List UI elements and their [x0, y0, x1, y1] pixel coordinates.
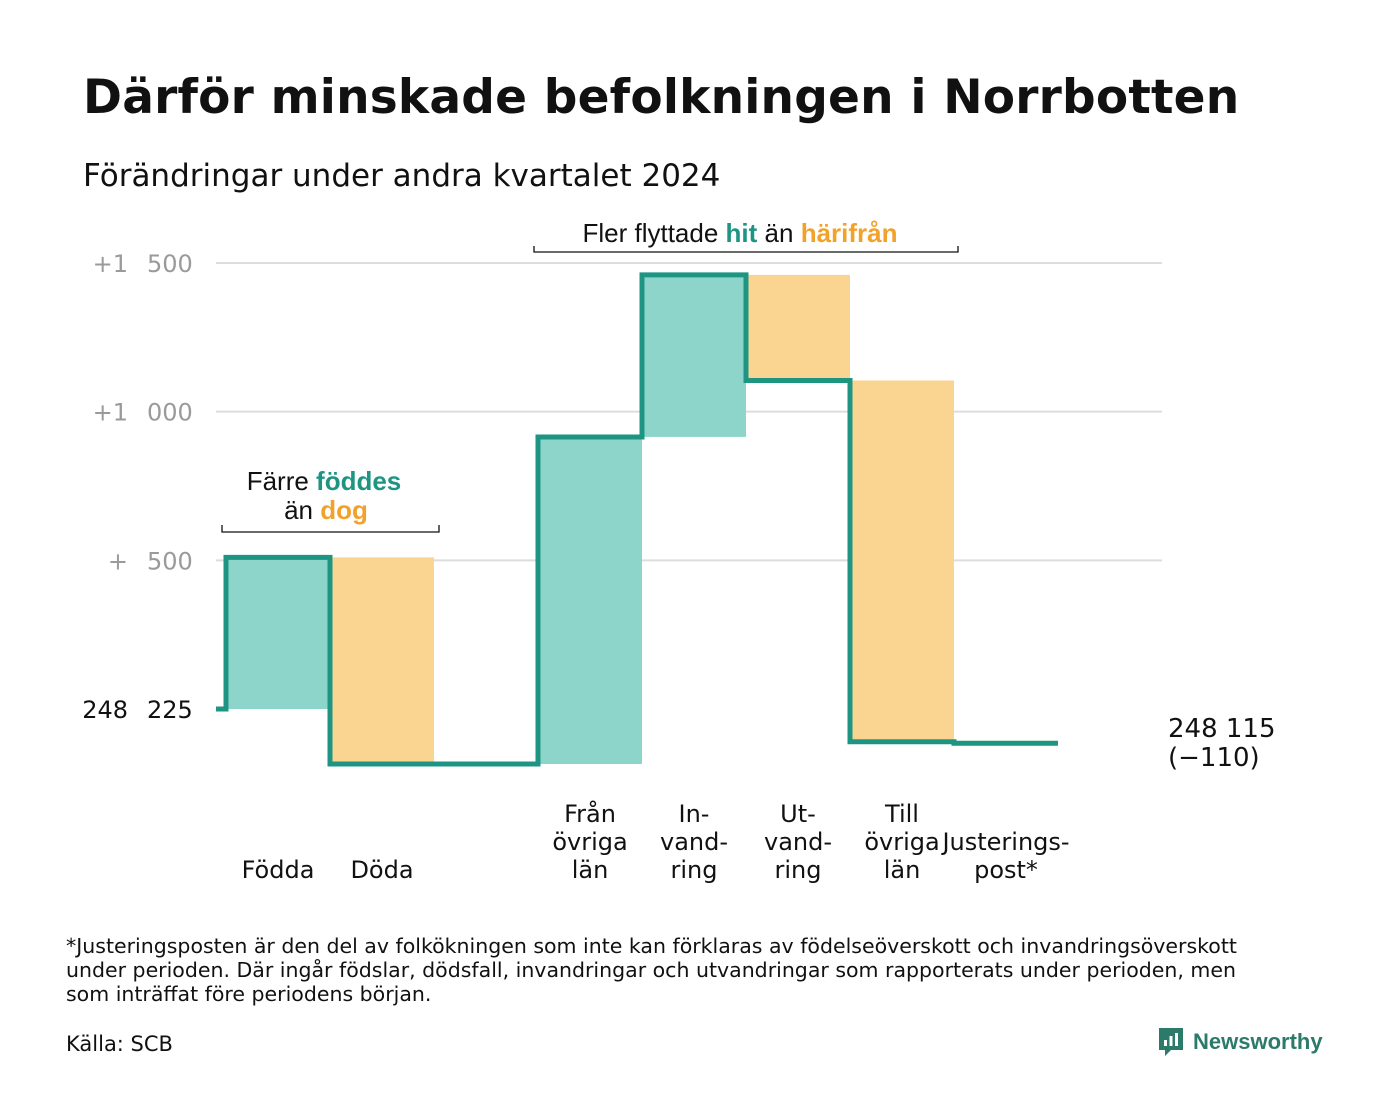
y-tick-label-sign: + — [108, 547, 128, 575]
end-change-label: (−110) — [1168, 743, 1260, 773]
logo-text: Newsworthy — [1193, 1029, 1323, 1054]
x-category-label: Från — [564, 799, 616, 828]
running-total-line — [216, 272, 1058, 767]
x-category-label: vand- — [660, 828, 728, 856]
waterfall-bar-födda — [226, 557, 330, 709]
chart-subtitle: Förändringar under andra kvartalet 2024 — [83, 158, 721, 194]
newsworthy-logo[interactable]: Newsworthy — [1157, 1026, 1323, 1058]
x-category-label: län — [884, 856, 921, 884]
annotation-births-line2: än dog — [284, 495, 368, 525]
x-category-label: ring — [775, 856, 822, 884]
y-tick-label-value: 500 — [147, 547, 193, 575]
x-category-label: Födda — [242, 856, 315, 884]
x-category-label: ring — [671, 856, 718, 884]
x-category-label: Till — [884, 800, 919, 828]
y-tick-label-value: 000 — [147, 399, 193, 427]
waterfall-bar-döda — [330, 557, 434, 765]
annotation-migration-bracket — [533, 246, 959, 253]
x-category-label: In- — [679, 800, 710, 828]
waterfall-bar-utvandring — [746, 274, 850, 381]
source-label: Källa: SCB — [66, 1032, 173, 1056]
x-category-label: övriga — [864, 828, 939, 856]
newsworthy-chart-icon — [1159, 1028, 1183, 1056]
waterfall-bar-till-övriga-län — [850, 380, 954, 742]
y-tick-label-sign: +1 — [93, 399, 128, 427]
x-category-label: övriga — [552, 828, 627, 856]
y-tick-label-sign: +1 — [93, 250, 128, 278]
y-tick-label-sign: 248 — [82, 696, 128, 724]
annotation-births-line1: Färre föddes — [247, 466, 402, 496]
chart-title: Därför minskade befolkningen i Norrbotte… — [83, 70, 1240, 125]
waterfall-bar-från-övriga-län — [538, 436, 642, 765]
y-tick-label-value: 500 — [147, 250, 193, 278]
x-category-label: Ut- — [780, 800, 816, 828]
waterfall-bar-invandring — [642, 274, 746, 437]
annotation-migration: Fler flyttade hit än härifrån — [582, 218, 897, 248]
x-category-label: vand- — [764, 828, 832, 856]
x-category-label: post* — [974, 856, 1038, 884]
x-category-label: Döda — [350, 856, 413, 884]
x-category-label: län — [572, 856, 609, 884]
y-tick-label-value: 225 — [147, 696, 193, 724]
end-value-label: 248 115 — [1168, 714, 1276, 744]
x-category-label: Justerings- — [940, 828, 1069, 856]
annotation-births-bracket — [221, 525, 440, 533]
footnote: *Justeringsposten är den del av folkökni… — [66, 934, 1237, 1006]
